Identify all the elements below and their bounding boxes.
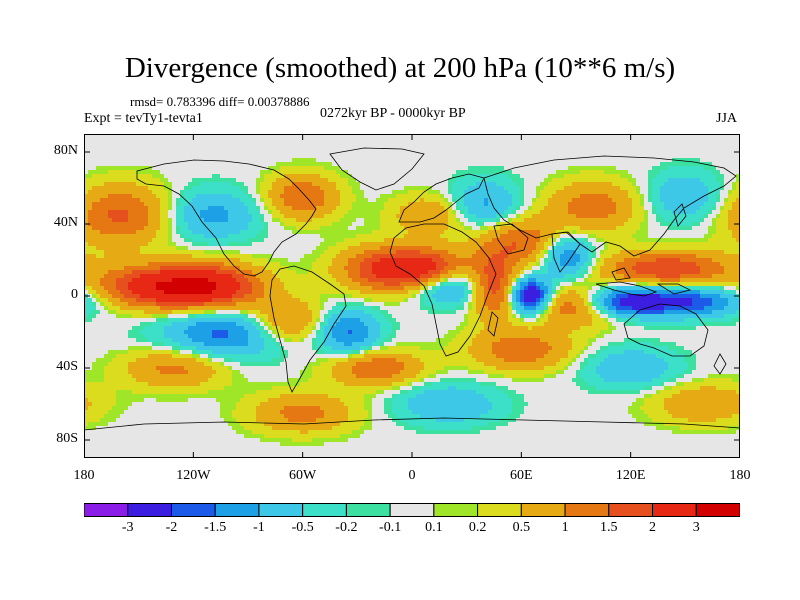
colorbar-label: -2: [165, 520, 178, 535]
colorbar-canvas: [83, 503, 741, 517]
colorbar-label: 1.5: [600, 520, 618, 535]
lon-tick-label: 120W: [176, 468, 211, 483]
colorbar-swatch: [127, 503, 172, 517]
colorbar-label: -1: [253, 520, 265, 535]
lat-tick-label: 40N: [53, 215, 78, 230]
experiment-label: Expt = tevTy1-tevta1: [84, 111, 203, 126]
colorbar-swatch: [652, 503, 697, 517]
map-canvas: [84, 134, 740, 458]
colorbar-swatch: [214, 503, 260, 517]
colorbar-label: 1: [561, 520, 569, 535]
colorbar-swatch: [302, 503, 347, 517]
lon-tick-label: 60W: [289, 468, 317, 483]
lat-tick-label: 40S: [56, 359, 78, 374]
colorbar-label: -0.2: [335, 520, 358, 535]
colorbar-swatch: [83, 503, 129, 517]
colorbar-label: -1.5: [204, 520, 227, 535]
colorbar-label: -0.5: [291, 520, 314, 535]
lat-tick-label: 0: [71, 287, 78, 302]
map-ticks: [84, 134, 740, 458]
field-layer: [84, 134, 740, 458]
lon-tick-label: 0: [408, 468, 416, 483]
colorbar-swatch: [389, 503, 435, 517]
colorbar-swatch: [170, 503, 216, 517]
lat-tick-label: 80S: [56, 431, 78, 446]
period-label: 0272kyr BP - 0000kyr BP: [320, 106, 466, 121]
lon-tick-label: 180: [729, 468, 751, 483]
stats-label: rmsd= 0.783396 diff= 0.00378886: [130, 94, 310, 109]
colorbar-swatch: [564, 503, 610, 517]
chart-title: Divergence (smoothed) at 200 hPa (10**6 …: [124, 52, 676, 84]
colorbar-swatch: [433, 503, 479, 517]
colorbar-label: 3: [692, 520, 700, 535]
colorbar: [83, 503, 741, 517]
colorbar-label: 0.5: [512, 520, 531, 535]
lon-tick-label: 120E: [615, 468, 646, 483]
lon-tick-label: 180: [73, 468, 95, 483]
colorbar-label: 2: [649, 520, 657, 535]
colorbar-swatch: [258, 503, 304, 517]
colorbar-label: 0.1: [425, 520, 443, 535]
colorbar-swatch: [695, 503, 741, 517]
colorbar-swatch: [520, 503, 566, 517]
colorbar-swatch: [608, 503, 654, 517]
colorbar-label: -0.1: [379, 520, 402, 535]
colorbar-label: -3: [121, 520, 134, 535]
colorbar-label: 0.2: [468, 520, 487, 535]
season-label: JJA: [716, 111, 738, 126]
coastlines: [84, 147, 740, 431]
colorbar-swatch: [345, 503, 391, 517]
lon-tick-label: 60E: [510, 468, 533, 483]
colorbar-swatch: [477, 503, 522, 517]
divergence-map: [84, 134, 740, 458]
lat-tick-label: 80N: [53, 143, 78, 158]
